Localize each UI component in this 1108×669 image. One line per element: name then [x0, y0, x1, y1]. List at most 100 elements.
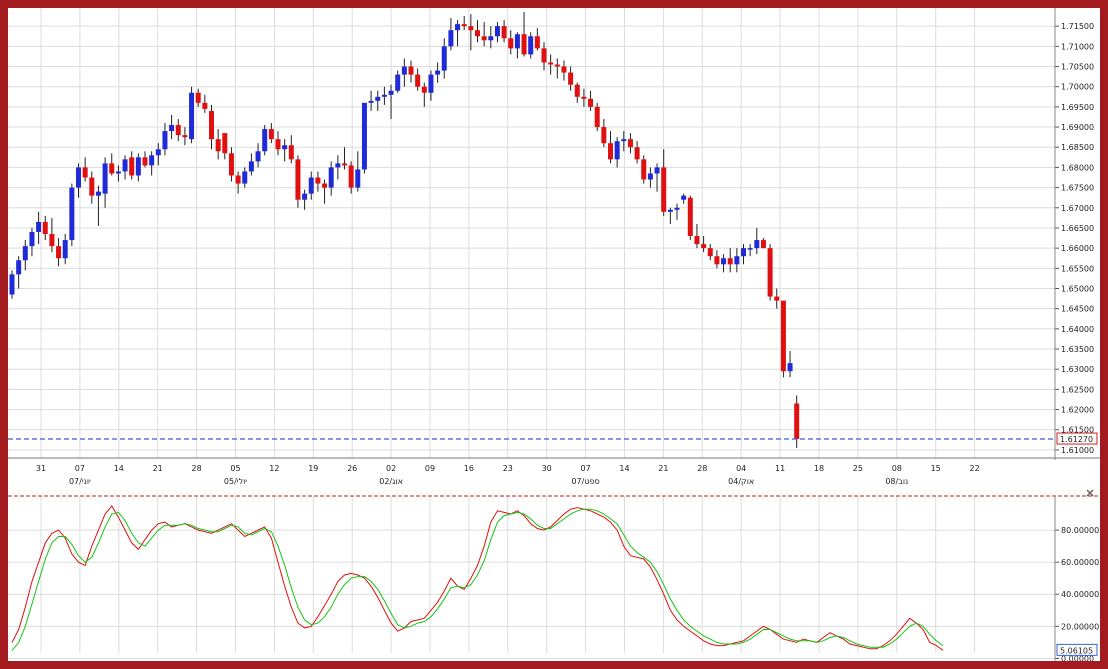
candle-body [435, 70, 441, 75]
day-tick-label: 16 [464, 464, 474, 473]
price-tick-label: 1.71000 [1061, 42, 1094, 51]
candle-body [627, 139, 633, 148]
candle-body [262, 129, 268, 152]
candle-body [681, 195, 687, 200]
candle-body [355, 169, 361, 188]
day-tick-label: 15 [931, 464, 941, 473]
candle-body [488, 36, 494, 41]
day-tick-label: 21 [658, 464, 668, 473]
price-tick-label: 1.71500 [1061, 22, 1094, 31]
candle-body [408, 66, 414, 75]
candle-body [142, 157, 148, 166]
chart-window: 1.71500 1.71000 1.70500 1.70000 1.69500 1.690… [8, 8, 1100, 663]
candle-body [42, 221, 48, 235]
candle-body [694, 236, 700, 245]
price-tick-label: 1.63500 [1061, 345, 1094, 354]
day-tick-label: 14 [619, 464, 629, 473]
day-tick-label: 04 [736, 464, 746, 473]
candle-body [741, 248, 746, 257]
month-tick-label: נוב/08 [885, 477, 908, 486]
candle-body [242, 171, 248, 184]
price-tick-label: 1.65000 [1061, 284, 1094, 293]
candle-body [554, 64, 560, 67]
candle-body [441, 46, 447, 71]
candle-body [448, 30, 454, 47]
candle-body [727, 258, 733, 265]
candle-body [282, 145, 288, 150]
oscillator-line [11, 508, 944, 651]
candle-body [687, 197, 693, 237]
candle-body [614, 141, 620, 160]
candle-body [395, 74, 401, 91]
day-tick-label: 07 [75, 464, 85, 473]
candle-body [674, 207, 680, 210]
candle-body [428, 74, 434, 93]
candle-body [235, 175, 241, 184]
price-tick-label: 1.61000 [1061, 446, 1094, 455]
last-price-box [1056, 432, 1098, 445]
price-tick-label: 1.66500 [1061, 224, 1094, 233]
candle-body [794, 403, 800, 440]
candle-body [328, 167, 334, 188]
osc-tick-label: 40.00000 [1061, 590, 1099, 599]
candle-body [288, 145, 294, 160]
candle-body [82, 167, 88, 178]
candle-body [634, 147, 640, 160]
candle-body [421, 86, 427, 93]
candle-body [461, 24, 467, 27]
price-tick-label: 1.69000 [1061, 123, 1094, 132]
candle-body [381, 94, 387, 97]
candle-body [534, 36, 540, 49]
candle-body [255, 151, 261, 162]
day-tick-label: 02 [386, 464, 396, 473]
candle-body [601, 127, 607, 144]
price-tick-label: 1.66000 [1061, 244, 1094, 253]
candle-body [302, 193, 308, 200]
month-tick-label: אוג/02 [379, 477, 403, 486]
candle-body [49, 234, 55, 247]
month-tick-label: יולי/05 [224, 477, 247, 486]
candle-body [667, 209, 673, 212]
day-tick-label: 31 [36, 464, 46, 473]
day-tick-label: 26 [347, 464, 357, 473]
candle-body [102, 163, 108, 194]
candle-body [268, 129, 274, 140]
candle-body [155, 149, 161, 156]
day-tick-label: 11 [775, 464, 785, 473]
candle-body [368, 100, 374, 103]
candle-body [195, 92, 201, 103]
candle-body [767, 248, 773, 297]
price-tick-label: 1.61500 [1061, 426, 1094, 435]
candle-body [22, 246, 28, 261]
month-tick-label: ספט/07 [571, 477, 599, 486]
candle-body [468, 26, 474, 31]
osc-last-label: 5.06105 [1060, 646, 1093, 655]
candle-body [475, 30, 480, 37]
candle-body [641, 159, 647, 180]
candle-body [308, 177, 314, 194]
candle-body [342, 163, 347, 166]
price-tick-label: 1.70000 [1061, 83, 1094, 92]
candle-body [95, 191, 101, 196]
month-tick-label: יוני/07 [69, 477, 91, 486]
candle-body [594, 106, 600, 128]
candle-body [581, 96, 587, 99]
candle-body [228, 153, 234, 176]
day-tick-label: 07 [581, 464, 591, 473]
candle-body [415, 74, 421, 87]
candle-body [541, 48, 547, 63]
candle-body [36, 221, 42, 232]
osc-tick-label: 0.00000 [1061, 654, 1094, 661]
candle-body [9, 274, 15, 295]
close-icon[interactable] [1086, 489, 1094, 497]
candle-body [561, 66, 567, 73]
candle-body [149, 155, 155, 166]
day-tick-label: 14 [114, 464, 124, 473]
candle-body [322, 183, 328, 188]
day-tick-label: 28 [697, 464, 707, 473]
price-tick-label: 1.67000 [1061, 204, 1094, 213]
candle-body [202, 102, 208, 109]
oscillator-line [11, 505, 944, 651]
candle-body [129, 157, 135, 176]
day-tick-label: 25 [853, 464, 863, 473]
